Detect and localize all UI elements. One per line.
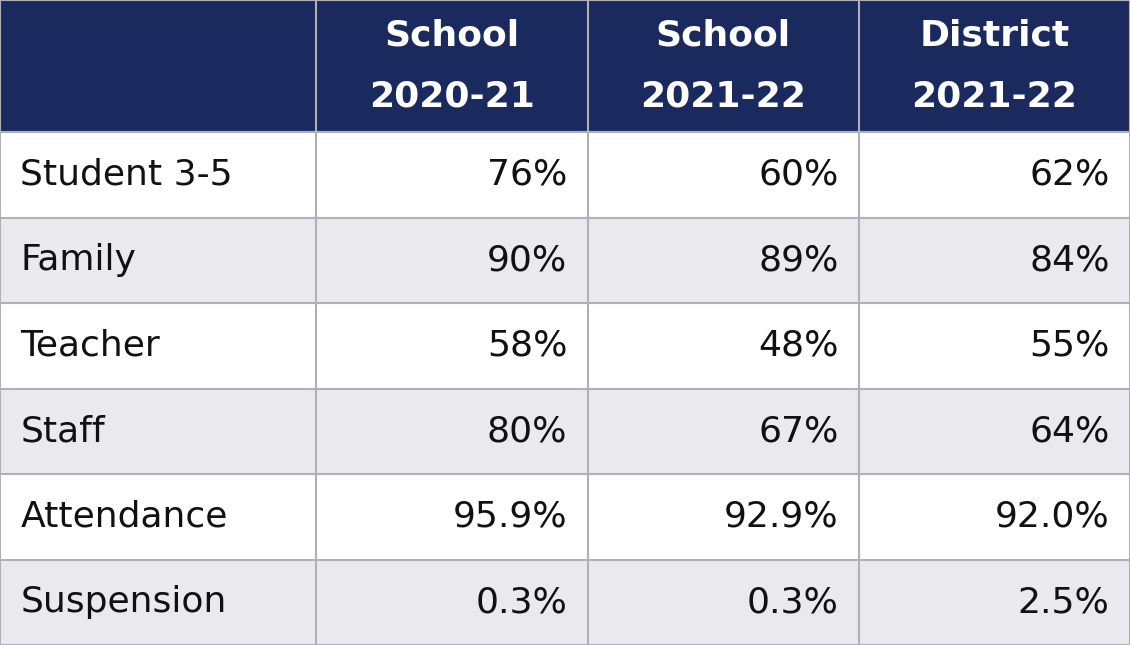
Bar <box>859 0 1130 132</box>
Text: 89%: 89% <box>758 243 838 277</box>
Text: 58%: 58% <box>487 329 567 363</box>
Text: 92.0%: 92.0% <box>994 500 1110 534</box>
Text: School: School <box>384 19 520 53</box>
Text: 95.9%: 95.9% <box>453 500 567 534</box>
Text: 2021-22: 2021-22 <box>641 79 806 114</box>
Text: 64%: 64% <box>1029 414 1110 448</box>
Bar <box>588 560 859 645</box>
Text: 67%: 67% <box>758 414 838 448</box>
Bar <box>316 388 588 474</box>
Bar <box>316 217 588 303</box>
Bar <box>0 217 316 303</box>
Bar <box>588 474 859 559</box>
Text: 76%: 76% <box>487 158 567 192</box>
Text: 0.3%: 0.3% <box>747 585 838 619</box>
Bar <box>588 217 859 303</box>
Text: 55%: 55% <box>1029 329 1110 363</box>
Bar <box>859 560 1130 645</box>
Bar <box>0 0 316 132</box>
Text: 90%: 90% <box>487 243 567 277</box>
Text: 2.5%: 2.5% <box>1018 585 1110 619</box>
Bar <box>588 388 859 474</box>
Bar <box>316 560 588 645</box>
Bar <box>588 303 859 388</box>
Text: 60%: 60% <box>758 158 838 192</box>
Bar <box>588 0 859 132</box>
Bar <box>859 217 1130 303</box>
Bar <box>0 474 316 559</box>
Bar <box>859 388 1130 474</box>
Text: District: District <box>920 19 1069 53</box>
Text: 80%: 80% <box>487 414 567 448</box>
Text: Suspension: Suspension <box>20 585 227 619</box>
Bar <box>859 474 1130 559</box>
Bar <box>859 132 1130 217</box>
Text: 92.9%: 92.9% <box>724 500 838 534</box>
Bar <box>316 474 588 559</box>
Bar <box>316 0 588 132</box>
Text: Teacher: Teacher <box>20 329 160 363</box>
Bar <box>0 132 316 217</box>
Bar <box>588 132 859 217</box>
Text: 62%: 62% <box>1029 158 1110 192</box>
Text: School: School <box>655 19 791 53</box>
Text: 84%: 84% <box>1029 243 1110 277</box>
Bar <box>316 303 588 388</box>
Text: 48%: 48% <box>758 329 838 363</box>
Bar <box>316 132 588 217</box>
Bar <box>0 388 316 474</box>
Text: Attendance: Attendance <box>20 500 228 534</box>
Text: Family: Family <box>20 243 137 277</box>
Bar <box>859 303 1130 388</box>
Text: 0.3%: 0.3% <box>476 585 567 619</box>
Text: 2020-21: 2020-21 <box>370 79 534 114</box>
Bar <box>0 560 316 645</box>
Text: 2021-22: 2021-22 <box>912 79 1077 114</box>
Bar <box>0 303 316 388</box>
Text: Staff: Staff <box>20 414 105 448</box>
Text: Student 3-5: Student 3-5 <box>20 158 233 192</box>
